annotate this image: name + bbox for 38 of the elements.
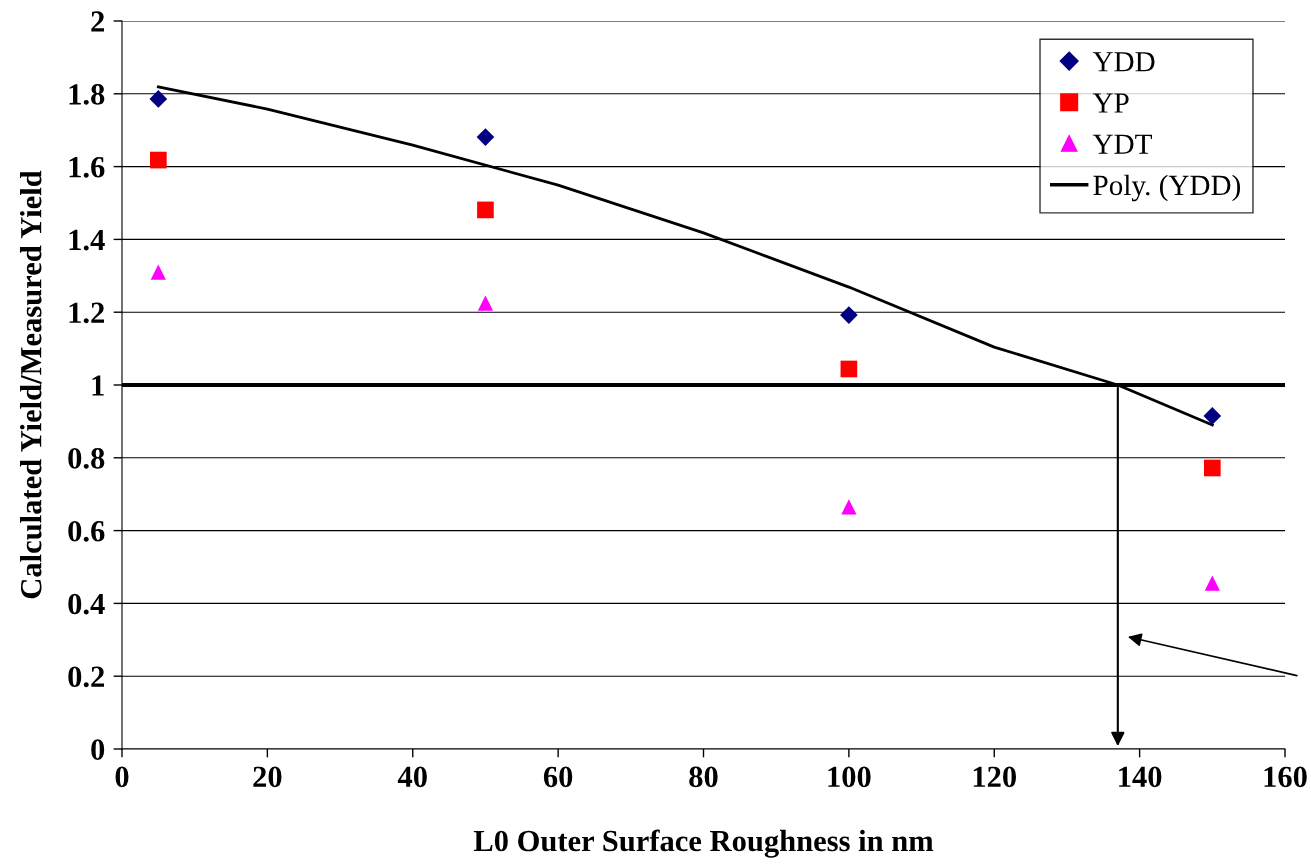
point: [149, 90, 168, 108]
y-tick-label: 1.2: [69, 302, 105, 324]
x-tick-label: 60: [543, 766, 573, 788]
point: [840, 306, 858, 324]
x-tick-label: 160: [1264, 766, 1307, 788]
x-tick-label: 40: [397, 766, 427, 788]
y-tick-label: 1.6: [69, 156, 105, 178]
y-tick-label: 1.4: [69, 229, 105, 251]
y-tick-label: 1.8: [69, 84, 105, 105]
legend-label: YP: [1092, 93, 1129, 113]
y-tick-label: 0.6: [68, 520, 105, 542]
legend-label: Poly. (YDD): [1093, 174, 1241, 202]
point: [477, 295, 494, 311]
point: [477, 201, 494, 219]
y-tick-label: 0: [91, 739, 105, 760]
x-tick-label: 20: [253, 766, 282, 788]
y-tick-label: 1: [92, 375, 104, 396]
y-axis-title: Calculated Yield/Measured Yield: [19, 170, 42, 599]
y-tick-label: 0.4: [68, 593, 105, 615]
legend-label: YDD: [1092, 52, 1155, 72]
x-axis-title: L0 Outer Surface Roughness in nm: [473, 829, 934, 858]
point: [476, 128, 495, 146]
y-tick-label: 0.2: [68, 666, 105, 688]
point: [150, 151, 167, 169]
legend-label: YDT: [1092, 134, 1152, 154]
point: [841, 499, 857, 515]
point: [840, 360, 858, 378]
x-tick-label: 80: [689, 766, 718, 788]
x-tick-label: 0: [115, 766, 129, 788]
x-tick-label: 120: [973, 766, 1016, 788]
y-tick-label: 0.8: [68, 448, 105, 469]
point: [150, 264, 166, 280]
point: [1203, 407, 1222, 425]
point: [1204, 575, 1220, 591]
point: [1203, 459, 1221, 477]
x-tick-label: 140: [1119, 766, 1162, 788]
y-tick-label: 2: [91, 11, 105, 32]
x-tick-label: 100: [828, 766, 871, 788]
